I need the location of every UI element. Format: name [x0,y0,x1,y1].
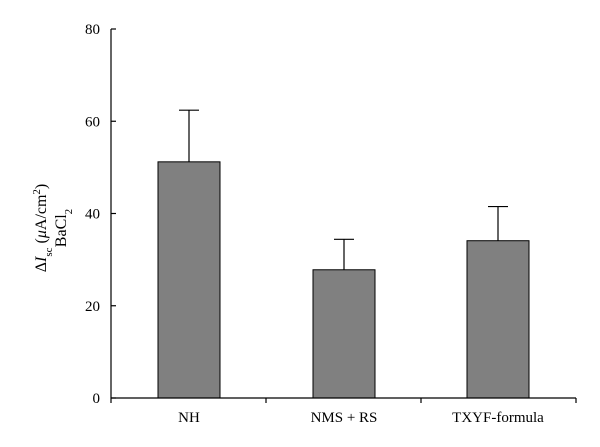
error-bars-group [179,109,508,270]
y-axis-label: ΔIsc (μA/cm2) [31,184,55,273]
x-tick-label-nh: NH [178,410,200,426]
y-axis-label-sub: sc [43,247,55,256]
bar-nh [157,161,221,399]
y-axis-label-unit: A/cm [33,194,50,230]
y-axis-label-sup: 2 [31,189,43,195]
y-axis-label-mu: μ [33,230,50,239]
x-labels-group: NH NMS + RS TXYF-formula [178,410,544,426]
y-axis-label-close: ) [33,184,50,189]
y-ticks-group: 0 20 40 60 80 [85,22,116,407]
y-axis-label-line2-text: BaCl [53,214,70,247]
y-axis-label-delta: Δ [33,262,50,272]
bar-nms-rs [312,269,376,399]
y-axis-label-line2-sub: 2 [63,209,75,215]
y-axis-label-line2: BaCl2 [53,209,75,247]
y-axis-label-i: I [33,256,50,263]
x-tick-label-txyf-formula: TXYF-formula [452,410,544,426]
bars-group [157,161,530,399]
y-tick-label-40: 40 [85,207,100,223]
y-tick-label-80: 80 [85,22,100,38]
y-tick-label-60: 60 [85,114,100,130]
bar-txyf-formula [466,240,530,399]
y-tick-label-20: 20 [85,299,100,315]
x-tick-label-nms-rs: NMS + RS [311,410,378,426]
y-tick-label-0: 0 [93,391,101,407]
y-axis-label-open: ( [33,238,50,247]
